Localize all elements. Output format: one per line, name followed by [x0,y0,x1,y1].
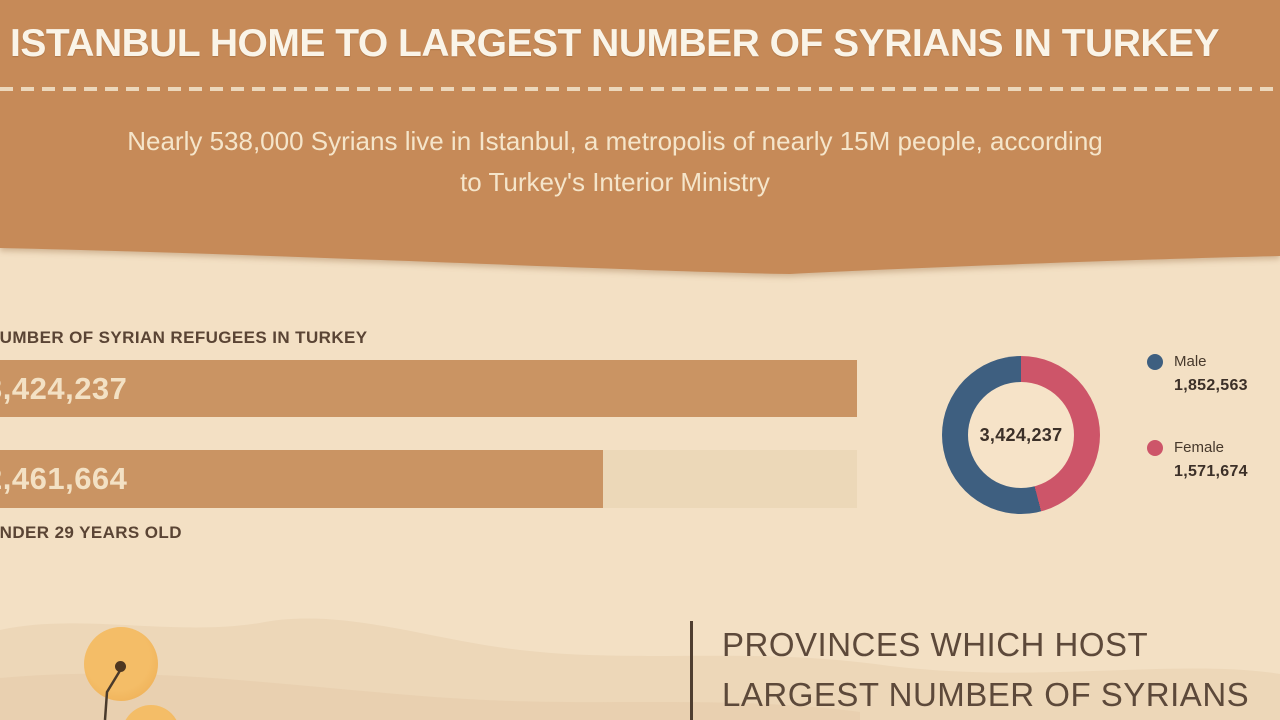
bubble-pointer-line [103,668,123,720]
gender-donut-center-value: 3,424,237 [979,424,1063,445]
legend-item-female: Female 1,571,674 [1147,439,1280,481]
vertical-divider [690,621,693,720]
page-title: ISTANBUL HOME TO LARGEST NUMBER OF SYRIA… [10,22,1220,65]
bar-under29-label: UNDER 29 YEARS OLD [0,523,182,542]
subtitle: Nearly 538,000 Syrians live in Istanbul,… [0,121,1230,203]
male-legend-value: 1,852,563 [1174,377,1248,394]
provinces-heading-line-2: LARGEST NUMBER OF SYRIANS [722,676,1250,713]
map-texture [0,618,1280,720]
gender-donut-ring: 3,424,237 [942,356,1100,514]
bar-chart-title: NUMBER OF SYRIAN REFUGEES IN TURKEY [0,328,368,347]
legend-item-male: Male 1,852,563 [1147,353,1280,395]
provinces-heading-line-1: PROVINCES WHICH HOST [722,626,1149,663]
female-legend-dot [1147,439,1163,456]
provinces-heading: PROVINCES WHICH HOST LARGEST NUMBER OF S… [722,620,1249,720]
female-legend-value: 1,571,674 [1174,463,1248,480]
bar-total-value: 3,424,237 [0,370,128,406]
bar-under29-value: 2,461,664 [0,461,128,496]
subtitle-line-1: Nearly 538,000 Syrians live in Istanbul,… [127,126,1103,156]
female-legend-label: Female [1174,439,1225,456]
header-background [0,0,1280,274]
bubble-pointer-dot [115,661,126,672]
dashed-divider [0,87,1280,91]
male-legend-label: Male [1174,353,1207,370]
gender-donut-hole: 3,424,237 [968,382,1074,488]
subtitle-line-2: to Turkey's Interior Ministry [460,167,770,197]
male-legend-dot [1147,353,1163,370]
bar-total-refugees: 3,424,237 [0,360,857,417]
bar-under29-fill: 2,461,664 [0,450,603,508]
province-bubble-small [122,705,180,720]
